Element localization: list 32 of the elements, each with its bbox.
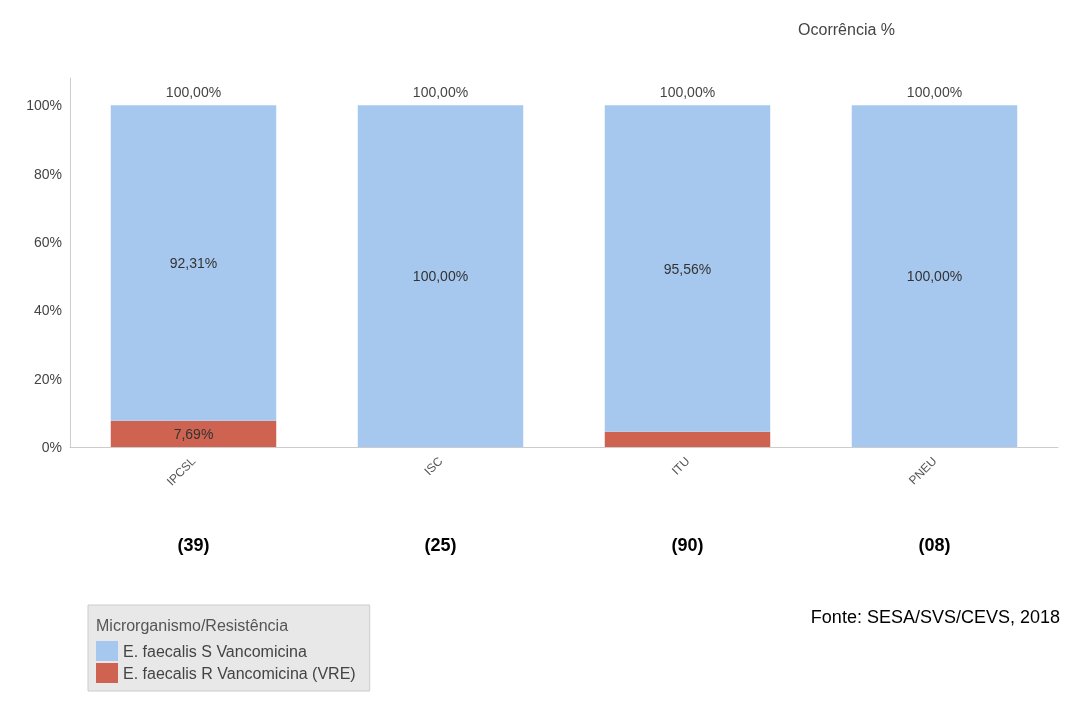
total-label: 100,00% [165,84,222,101]
legend-label: E. faecalis S Vancomicina [123,642,307,660]
chart-title: Ocorrência % [798,20,895,38]
bar [851,105,1018,447]
y-tick-label: 80% [33,165,62,182]
y-tick-label: 100% [26,97,62,114]
text: (25) [424,535,457,555]
text: (39) [177,535,210,555]
source-note: Fonte: SESA/SVS/CEVS, 2018 [810,607,1061,627]
legend-label: E. faecalis R Vancomicina (VRE) [123,664,356,682]
bar [110,420,277,447]
x-tick-label: ISC [421,453,446,479]
bar [110,105,277,421]
bar [357,105,524,447]
data-label: 100,00% [906,268,963,285]
data-label: 7,69% [173,425,214,442]
total-label: 100,00% [659,84,716,101]
legend-title: Microrganismo/Resistência [96,616,289,634]
bar [604,431,771,447]
y-tick-label: 20% [33,370,62,387]
bar [604,105,771,432]
total-label: 100,00% [906,84,963,101]
y-tick-label: 60% [33,234,62,250]
text: (90) [671,535,704,555]
data-label: 100,00% [412,268,469,285]
total-label: 100,00% [412,84,469,101]
y-tick-label: 0% [41,439,62,455]
data-label: 95,56% [663,260,712,277]
x-tick-label: ITU [668,454,693,478]
y-tick-label: 40% [33,302,62,319]
text: (08) [918,535,951,555]
data-label: 92,31% [169,255,218,272]
